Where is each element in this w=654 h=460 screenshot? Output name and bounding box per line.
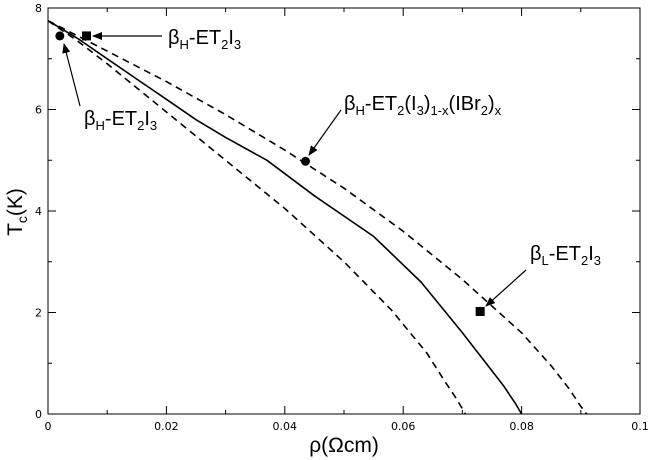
axis-ticks: 0 0.02 0.04 0.06 0.08 0.1 0 2 4 6 8 (35, 2, 649, 433)
annotation-3: βH-ET2(I3)1-x(IBr2)x (344, 93, 502, 118)
svg-text:ρ(Ωcm): ρ(Ωcm) (309, 434, 379, 457)
dashed-curve-2 (47, 20, 467, 415)
x-tick-label: 0.06 (391, 420, 416, 433)
circle-point-2 (301, 156, 311, 166)
annotation-arrow-4 (485, 269, 527, 307)
plot-frame (47, 7, 641, 415)
svg-text:Tc(K): Tc(K) (4, 188, 30, 236)
square-point-1 (81, 31, 91, 41)
x-tick-label: 0.04 (273, 420, 298, 433)
series-layer (47, 19, 588, 415)
svg-text:βH-ET2I3: βH-ET2I3 (168, 27, 241, 52)
y-tick-label: 6 (35, 104, 42, 117)
y-tick-label: 4 (35, 205, 42, 218)
circle-point-0 (55, 31, 65, 41)
annotation-4: βL-ET2I3 (530, 243, 601, 268)
y-tick-label: 8 (35, 2, 42, 15)
annotation-2: βH-ET2I3 (84, 108, 157, 133)
svg-text:βL-ET2I3: βL-ET2I3 (530, 243, 601, 268)
x-axis-title: ρ(Ωcm) (309, 434, 379, 457)
x-tick-label: 0.1 (631, 420, 649, 433)
annotation-arrow-2 (62, 43, 81, 107)
svg-text:βH-ET2(I3)1-x(IBr2)x: βH-ET2(I3)1-x(IBr2)x (344, 93, 502, 118)
y-tick-label: 0 (35, 408, 42, 421)
x-tick-label: 0.02 (154, 420, 179, 433)
x-tick-label: 0.08 (509, 420, 534, 433)
square-point-3 (475, 306, 485, 316)
dashed-curve-1 (47, 19, 588, 415)
solid-curve (47, 20, 523, 415)
y-tick-label: 2 (35, 307, 42, 320)
points-layer (55, 31, 485, 316)
svg-text:βH-ET2I3: βH-ET2I3 (84, 108, 157, 133)
annotation-1: βH-ET2I3 (168, 27, 241, 52)
x-tick-label: 0 (45, 420, 52, 433)
annotation-arrow-3 (308, 109, 342, 156)
y-axis-title: Tc(K) (4, 188, 30, 236)
